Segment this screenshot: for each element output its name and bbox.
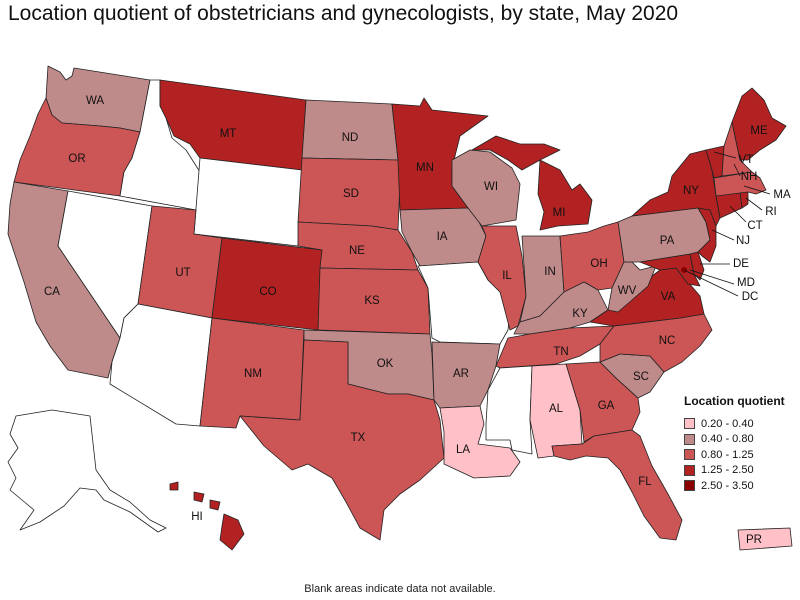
label-MA: MA [773,189,791,201]
label-MD: MD [737,277,755,289]
state-NH[interactable] [721,121,753,177]
label-LA: LA [456,444,470,456]
state-TN[interactable] [495,325,615,369]
label-IA: IA [437,231,448,243]
label-TN: TN [553,346,568,358]
leader-MD [689,269,735,285]
label-ND: ND [342,132,359,144]
label-MI: MI [553,207,566,219]
leader-MA [743,185,771,195]
label-CA: CA [44,286,60,298]
leader-RI [745,197,763,211]
leader-CT [729,205,747,223]
state-KS[interactable] [317,267,431,335]
label-DE: DE [733,258,749,270]
label-UT: UT [175,267,190,279]
label-WI: WI [484,181,498,193]
legend-swatch [684,449,695,461]
state-WY[interactable] [193,157,303,247]
label-GA: GA [598,400,615,412]
territory-PR[interactable] [737,527,793,551]
label-FL: FL [638,476,652,488]
label-PR: PR [746,534,762,546]
label-OR: OR [68,153,85,165]
label-IL: IL [502,270,512,282]
state-OH[interactable] [559,221,625,293]
state-MA[interactable] [713,171,767,197]
state-HI[interactable] [169,481,245,551]
state-CO[interactable] [211,237,323,331]
label-IN: IN [544,266,556,278]
state-TX[interactable] [239,339,445,541]
legend-item: 0.20 - 0.40 [684,416,800,432]
state-MS[interactable] [485,365,533,455]
legend-swatch [684,433,695,445]
legend-label: 1.25 - 2.50 [701,464,754,477]
legend-item: 2.50 - 3.50 [684,478,800,494]
label-DC: DC [742,291,759,303]
leader-NJ [711,229,735,241]
label-VA: VA [661,291,676,303]
state-AZ[interactable] [109,303,213,427]
leader-NH [733,163,741,177]
label-OH: OH [590,258,607,270]
state-LA[interactable] [439,405,521,479]
label-AR: AR [453,368,469,380]
legend-swatch [684,480,695,492]
label-WA: WA [86,95,104,107]
label-NJ: NJ [736,235,750,247]
label-PA: PA [660,235,675,247]
label-NH: NH [741,171,758,183]
label-MN: MN [416,162,434,174]
label-VT: VT [739,154,754,166]
state-AR[interactable] [431,341,501,409]
map-title: Location quotient of obstetricians and g… [8,2,679,25]
label-MT: MT [220,128,237,140]
legend-swatch [684,464,695,476]
label-OK: OK [377,358,394,370]
label-KS: KS [364,295,380,307]
label-CT: CT [747,220,762,232]
legend-title: Location quotient [684,394,785,408]
state-ND[interactable] [301,99,399,161]
leader-VT [713,151,737,159]
label-NE: NE [349,245,365,257]
state-ME[interactable] [731,87,787,161]
state-AK[interactable] [7,409,167,533]
label-HI: HI [191,511,203,523]
legend-label: 0.20 - 0.40 [701,417,754,430]
label-ME: ME [750,125,768,137]
legend-swatch [684,418,695,430]
leader-DC [683,269,739,297]
label-NM: NM [244,368,262,380]
label-RI: RI [765,206,777,218]
label-TX: TX [351,432,366,444]
label-NY: NY [683,185,699,197]
legend-label: 0.40 - 0.80 [701,433,754,446]
map-legend: Location quotient 0.20 - 0.40 0.40 - 0.8… [684,394,800,494]
legend-item: 1.25 - 2.50 [684,463,800,479]
label-KY: KY [572,308,588,320]
state-MN[interactable] [391,97,489,211]
state-IL[interactable] [477,225,527,331]
legend-label: 2.50 - 3.50 [701,479,754,492]
footnote: Blank areas indicate data not available. [304,583,496,595]
label-CO: CO [259,286,276,298]
state-MI[interactable] [471,135,593,231]
legend-item: 0.40 - 0.80 [684,432,800,448]
label-SD: SD [343,188,359,200]
label-NC: NC [659,335,676,347]
label-AL: AL [549,403,564,415]
label-WV: WV [618,285,637,297]
state-VT[interactable] [705,145,725,179]
legend-item: 0.80 - 1.25 [684,447,800,463]
state-FL[interactable] [551,429,683,541]
label-SC: SC [633,371,649,383]
legend-label: 0.80 - 1.25 [701,448,754,461]
state-WI[interactable] [451,149,521,227]
